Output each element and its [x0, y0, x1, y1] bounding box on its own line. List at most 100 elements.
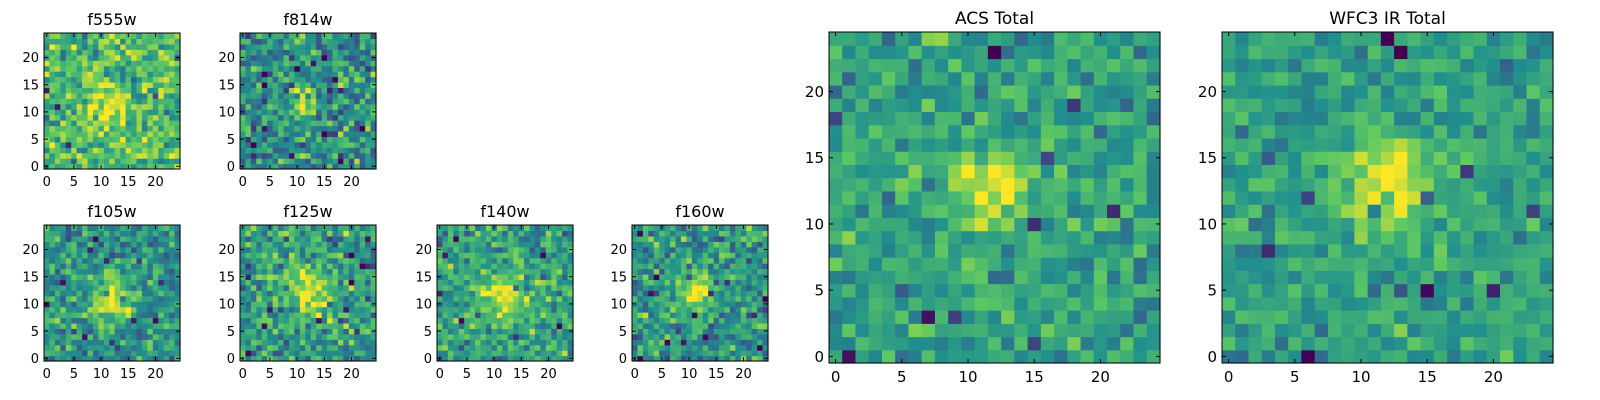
heatmap-cell [556, 355, 563, 362]
x-tick-label: 15 [316, 367, 333, 382]
heatmap-cell [321, 125, 328, 132]
heatmap-cell [120, 306, 127, 313]
heatmap-cell [174, 43, 181, 50]
y-tick-label: 0 [619, 352, 627, 367]
heatmap-cell [496, 290, 503, 297]
heatmap-cell [76, 257, 83, 264]
heatmap-cell [370, 268, 377, 275]
heatmap-cell [1133, 257, 1148, 271]
heatmap-cell [250, 273, 257, 280]
heatmap-cell [697, 328, 704, 335]
heatmap-cell [1500, 217, 1514, 232]
heatmap-cell [447, 290, 454, 297]
axes-frame [436, 224, 574, 362]
heatmap-cell [1093, 124, 1108, 139]
heatmap-cell [109, 225, 116, 232]
heatmap-cell [359, 344, 366, 351]
heatmap-cell [534, 339, 541, 346]
heatmap-cell [453, 328, 460, 335]
heatmap-cell [670, 225, 677, 232]
heatmap-cell [109, 152, 116, 159]
heatmap-cell [174, 103, 181, 110]
x-tick-label: 20 [343, 367, 360, 382]
heatmap-cell [713, 328, 720, 335]
heatmap-cell [496, 350, 503, 357]
heatmap-cell [103, 98, 110, 105]
heatmap-cell [1354, 204, 1369, 218]
heatmap-cell [475, 328, 482, 335]
heatmap-cell [1027, 323, 1042, 338]
heatmap-cell [551, 344, 558, 351]
heatmap-cell [1354, 323, 1369, 338]
heatmap-cell [250, 141, 257, 148]
heatmap-cell [163, 141, 170, 148]
heatmap-cell [294, 350, 301, 357]
heatmap-cell [475, 355, 482, 362]
heatmap-cell [348, 252, 355, 259]
heatmap-cell [278, 225, 285, 232]
heatmap-cell [480, 273, 487, 280]
heatmap-cell [305, 141, 312, 148]
heatmap-cell [719, 350, 726, 357]
heatmap-cell [337, 252, 344, 259]
y-tick-label: 20 [218, 51, 235, 66]
heatmap-cell [1354, 177, 1369, 192]
heatmap-cell [359, 125, 366, 132]
heatmap-cell [103, 301, 110, 308]
heatmap-cell [691, 252, 698, 259]
heatmap-cell [92, 339, 99, 346]
heatmap-cell [719, 246, 726, 253]
heatmap-cell [529, 322, 536, 329]
heatmap-cell [283, 257, 290, 264]
heatmap-cell [724, 235, 731, 242]
heatmap-cell [256, 355, 263, 362]
heatmap-cell [1447, 243, 1461, 258]
y-tick-label: 5 [31, 133, 39, 148]
heatmap-cell [288, 60, 295, 67]
heatmap-cell [664, 252, 671, 259]
heatmap-cell [829, 283, 843, 298]
heatmap-cell [934, 257, 949, 271]
heatmap-cell [540, 263, 547, 270]
heatmap-cell [987, 349, 1002, 364]
heatmap-cell [1001, 204, 1015, 218]
heatmap-cell [92, 136, 99, 143]
heatmap-cell [974, 45, 989, 60]
heatmap-cell [829, 177, 843, 192]
heatmap-cell [288, 268, 295, 275]
heatmap-cell [131, 350, 138, 357]
heatmap-cell [256, 109, 263, 116]
y-tick-label: 5 [227, 325, 235, 340]
heatmap-cell [908, 151, 923, 165]
heatmap-cell [354, 241, 361, 248]
heatmap-cell [158, 130, 165, 137]
heatmap-cell [250, 147, 257, 154]
heatmap-cell [103, 312, 110, 319]
heatmap-cell [103, 230, 110, 237]
heatmap-cell [648, 235, 655, 242]
heatmap-cell [642, 312, 649, 319]
heatmap-cell [92, 54, 99, 61]
heatmap-cell [1460, 296, 1475, 311]
heatmap-cell [751, 230, 758, 237]
heatmap-cell [60, 81, 67, 88]
heatmap-cell [908, 310, 923, 324]
heatmap-cell [475, 301, 482, 308]
heatmap-cell [240, 268, 247, 275]
heatmap-cell [321, 141, 328, 148]
heatmap-cell [359, 339, 366, 346]
heatmap-cell [359, 60, 366, 67]
heatmap-cell [551, 241, 558, 248]
heatmap-cell [475, 246, 482, 253]
heatmap-cell [267, 312, 274, 319]
heatmap-cell [485, 322, 492, 329]
heatmap-cell [348, 65, 355, 72]
heatmap-cell [245, 81, 252, 88]
heatmap-cells [632, 225, 769, 362]
axes-frame [43, 224, 181, 362]
heatmap-cell [120, 252, 127, 259]
heatmap-cell [1367, 164, 1382, 179]
heatmap-cell [632, 290, 639, 297]
